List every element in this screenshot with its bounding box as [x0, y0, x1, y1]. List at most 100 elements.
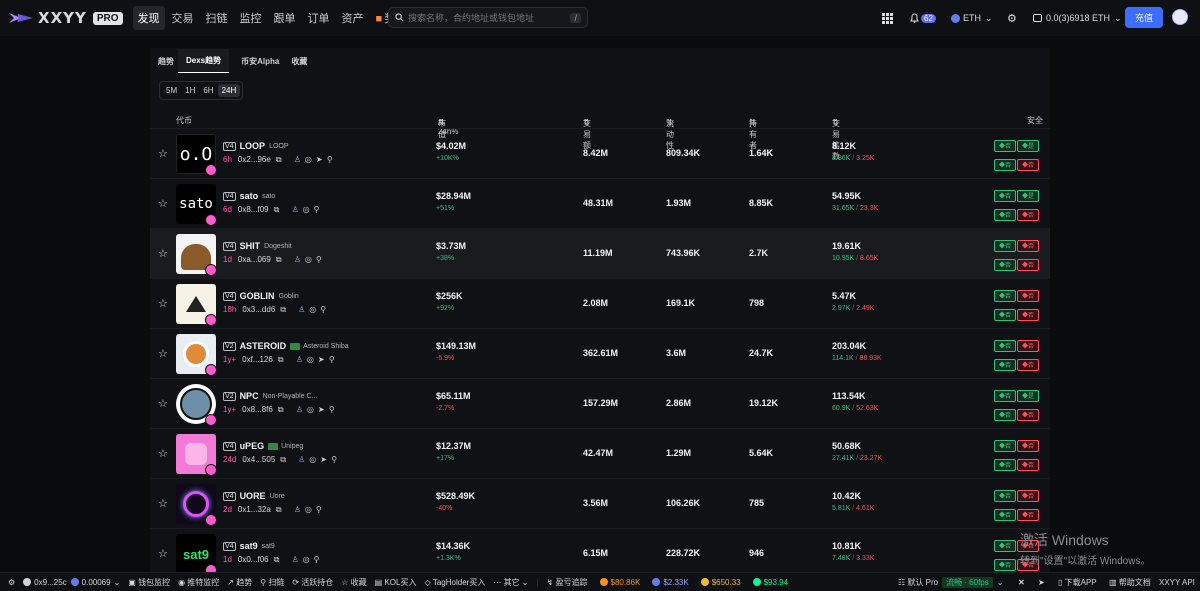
user-icon[interactable]: ♙	[293, 504, 301, 514]
copy-icon[interactable]: ⧉	[275, 504, 282, 514]
token-symbol[interactable]: NPC	[239, 391, 259, 401]
table-row[interactable]: ☆ V4 uPEG Unipeg 24d 0x4...505 ⧉ ♙ ◎ ➤ ⚲ $12.37M +17…	[150, 428, 1050, 478]
table-row[interactable]: ☆ V2 ASTEROID Asteroid Shiba 1y+ 0xf...126 ⧉ ♙ ◎…	[150, 328, 1050, 378]
security-badges[interactable]: ◆否 ◆是◆否 ◆否	[993, 387, 1043, 425]
download-app[interactable]: ▯ 下载APP	[1058, 573, 1097, 591]
nav-assets[interactable]: 资产	[341, 13, 364, 25]
security-badges[interactable]: ◆否 ◆是◆否 ◆否	[993, 137, 1043, 175]
bottom-pnl-tracker[interactable]: ↯ 盈亏追踪	[547, 577, 588, 588]
favorite-star-icon[interactable]: ☆	[158, 248, 168, 260]
globe-icon[interactable]: ◎	[306, 354, 314, 364]
security-badges[interactable]: ◆否 ◆否◆否 ◆否	[993, 287, 1043, 325]
notification-button[interactable]: 62	[910, 0, 936, 36]
search-icon[interactable]: ⚲	[313, 204, 320, 214]
tab-favorites[interactable]: 收藏	[291, 56, 308, 66]
deposit-button[interactable]: 充值	[1125, 7, 1163, 28]
token-symbol[interactable]: sato	[239, 191, 259, 201]
user-icon[interactable]: ♙	[293, 254, 301, 264]
telegram-icon[interactable]: ➤	[320, 454, 327, 464]
search-input[interactable]	[408, 12, 571, 23]
favorite-star-icon[interactable]: ☆	[158, 348, 168, 360]
nav-trade[interactable]: 交易	[171, 13, 194, 25]
user-icon[interactable]: ♙	[293, 154, 301, 164]
security-badges[interactable]: ◆否 ◆否◆否 ◆否	[993, 487, 1043, 525]
copy-icon[interactable]: ⧉	[277, 354, 284, 364]
globe-icon[interactable]: ◎	[309, 454, 317, 464]
timeframe-24h[interactable]: 24H	[217, 84, 241, 97]
token-symbol[interactable]: uPEG	[239, 441, 265, 451]
table-row[interactable]: ☆ sat9 V4 sat9 sat9 1d 0x0...f06 ⧉ ♙ ◎ ⚲ $14.36K +1.…	[150, 528, 1050, 572]
price-sol[interactable]: $93.94	[752, 578, 788, 587]
table-row[interactable]: ☆ V4 GOBLIN Goblin 18h 0x3...dd6 ⧉ ♙ ◎ ⚲ $256K +92%…	[150, 278, 1050, 328]
globe-icon[interactable]: ◎	[302, 204, 310, 214]
timeframe-1h[interactable]: 1H	[185, 86, 196, 95]
nav-monitor[interactable]: 监控	[239, 13, 262, 25]
nav-scan[interactable]: 扫链	[205, 13, 228, 25]
tab-binance-alpha[interactable]: 币安Alpha	[241, 56, 280, 66]
bottom-kol-buys[interactable]: ▤ KOL买入	[375, 577, 417, 588]
security-badges[interactable]: ◆否 ◆否◆否 ◆否	[993, 237, 1043, 275]
price-bnb[interactable]: $650.33	[700, 578, 741, 587]
search-icon[interactable]: ⚲	[315, 504, 322, 514]
tab-dexs-trending[interactable]: Dexs趋势	[178, 49, 230, 73]
chain-selector[interactable]: ETH ⌄	[951, 0, 993, 36]
user-icon[interactable]: ♙	[298, 304, 306, 314]
wallet-switch[interactable]: 0x9...25c 0.00069 ⌄	[23, 578, 120, 587]
api-link[interactable]: XXYY API	[1159, 573, 1195, 591]
token-symbol[interactable]: ASTEROID	[239, 341, 287, 351]
telegram-link[interactable]: ➤	[1038, 573, 1045, 591]
bottom-trending[interactable]: ↗ 趋势	[227, 577, 252, 588]
search-icon[interactable]: ⚲	[315, 254, 322, 264]
table-row[interactable]: ☆ V4 SHIT Dogeshit 1d 0xa...069 ⧉ ♙ ◎ ⚲ $3.73M +38%…	[150, 228, 1050, 278]
user-icon[interactable]: ♙	[295, 404, 303, 414]
security-badges[interactable]: ◆否 ◆是◆否 ◆否	[993, 187, 1043, 225]
nav-discover[interactable]: 发现	[132, 6, 165, 30]
user-icon[interactable]: ♙	[295, 354, 303, 364]
favorite-star-icon[interactable]: ☆	[158, 148, 168, 160]
user-icon[interactable]: ♙	[291, 554, 299, 564]
token-symbol[interactable]: UORE	[239, 491, 266, 501]
x-link[interactable]: ✕	[1018, 573, 1025, 591]
timeframe-6h[interactable]: 6H	[203, 86, 214, 95]
nav-orders[interactable]: 订单	[307, 13, 330, 25]
token-symbol[interactable]: LOOP	[239, 141, 266, 151]
security-badges[interactable]: ◆否 ◆否◆否 ◆否	[993, 537, 1043, 572]
favorite-star-icon[interactable]: ☆	[158, 498, 168, 510]
copy-icon[interactable]: ⧉	[280, 304, 286, 314]
table-row[interactable]: ☆ V4 UORE Uore 2d 0x1...32a ⧉ ♙ ◎ ⚲ $528.49K -40% 3.…	[150, 478, 1050, 528]
tab-trending[interactable]: 趋势	[158, 56, 174, 66]
search-icon[interactable]: ⚲	[320, 304, 327, 314]
favorite-star-icon[interactable]: ☆	[158, 448, 168, 460]
copy-icon[interactable]: ⧉	[275, 254, 282, 264]
telegram-icon[interactable]: ➤	[317, 404, 325, 414]
bottom-favorites[interactable]: ☆ 收藏	[341, 577, 366, 588]
globe-icon[interactable]: ◎	[306, 404, 314, 414]
bottom-active-positions[interactable]: ⟳ 活跃持仓	[292, 577, 333, 588]
copy-icon[interactable]: ⧉	[275, 154, 282, 164]
search-box[interactable]: /	[388, 7, 588, 28]
price-eth[interactable]: $2.33K	[652, 578, 689, 587]
bottom-more[interactable]: ⋯ 其它 ⌄	[493, 577, 528, 588]
nav-copytrade[interactable]: 跟单	[273, 13, 296, 25]
globe-icon[interactable]: ◎	[304, 504, 312, 514]
copy-icon[interactable]: ⧉	[273, 554, 280, 564]
table-row[interactable]: ☆ o.O V4 LOOP LOOP 6h 0x2...96e ⧉ ♙ ◎ ➤ ⚲ $4.02M +10K…	[150, 128, 1050, 178]
token-symbol[interactable]: sat9	[239, 541, 258, 551]
token-logo[interactable]	[176, 434, 216, 474]
token-symbol[interactable]: SHIT	[239, 241, 261, 251]
avatar[interactable]	[1172, 9, 1188, 25]
security-badges[interactable]: ◆否 ◆否◆否 ◆否	[993, 337, 1043, 375]
table-row[interactable]: ☆ sato V4 sato sato 6d 0x8...f09 ⧉ ♙ ◎ ⚲ $28.94M +51…	[150, 178, 1050, 228]
timeframe-5m[interactable]: 5M	[166, 86, 178, 95]
table-row[interactable]: ☆ V2 NPC Non-Playable C... 1y+ 0x8...8f6 ⧉ ♙ ◎ ➤ ⚲…	[150, 378, 1050, 428]
favorite-star-icon[interactable]: ☆	[158, 548, 168, 560]
bottom-tagholder-buys[interactable]: ◇ TagHolder买入	[424, 577, 485, 588]
user-icon[interactable]: ♙	[298, 454, 306, 464]
price-btc[interactable]: $80.86K	[599, 578, 640, 587]
bottom-wallet-monitor[interactable]: ▣ 钱包监控	[128, 577, 170, 588]
help-docs[interactable]: ▥ 帮助文档	[1109, 573, 1151, 591]
search-icon[interactable]: ⚲	[328, 404, 335, 414]
bottom-scan[interactable]: ⚲ 扫链	[260, 577, 284, 588]
apps-grid-icon[interactable]	[882, 0, 893, 36]
bottom-twitter-monitor[interactable]: ◉ 推特监控	[178, 577, 219, 588]
